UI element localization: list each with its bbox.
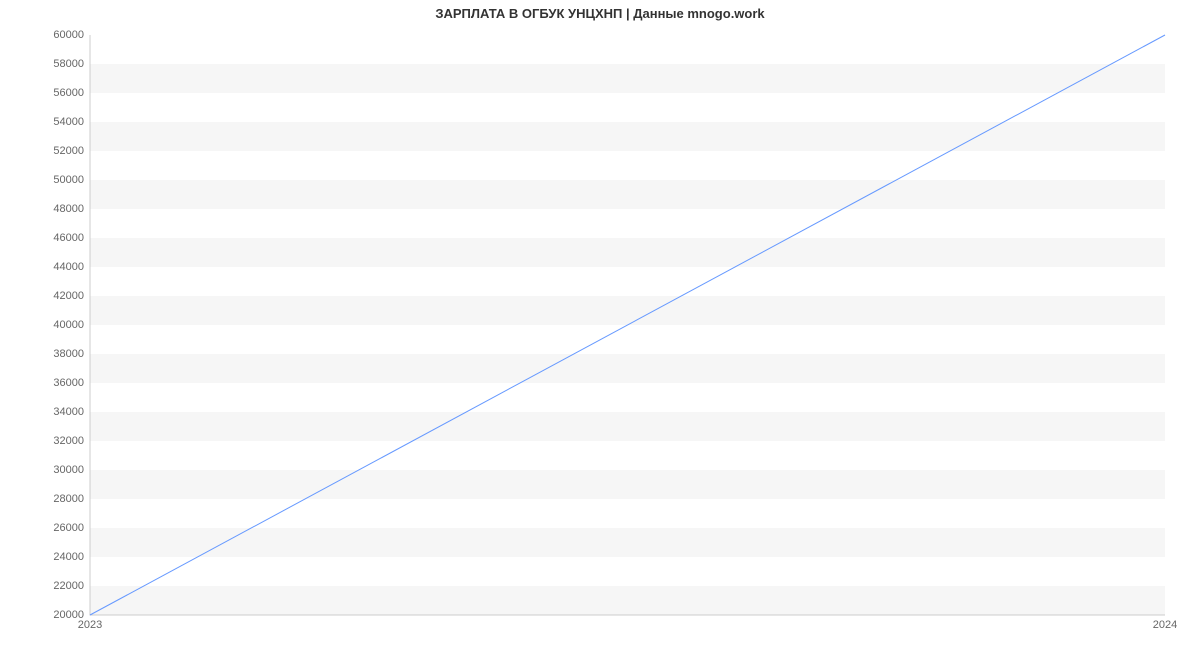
y-tick-label: 46000 bbox=[53, 232, 90, 244]
y-tick-label: 42000 bbox=[53, 290, 90, 302]
y-tick-label: 36000 bbox=[53, 377, 90, 389]
y-tick-label: 60000 bbox=[53, 29, 90, 41]
series-layer bbox=[90, 35, 1165, 615]
x-tick-label: 2023 bbox=[78, 615, 102, 631]
y-tick-label: 54000 bbox=[53, 116, 90, 128]
salary-chart: ЗАРПЛАТА В ОГБУК УНЦХНП | Данные mnogo.w… bbox=[0, 0, 1200, 650]
y-tick-label: 58000 bbox=[53, 58, 90, 70]
y-tick-label: 28000 bbox=[53, 493, 90, 505]
y-tick-label: 44000 bbox=[53, 261, 90, 273]
x-tick-label: 2024 bbox=[1153, 615, 1177, 631]
y-tick-label: 48000 bbox=[53, 203, 90, 215]
y-tick-label: 38000 bbox=[53, 348, 90, 360]
y-tick-label: 56000 bbox=[53, 87, 90, 99]
y-tick-label: 22000 bbox=[53, 580, 90, 592]
series-line-salary bbox=[90, 35, 1165, 615]
y-tick-label: 30000 bbox=[53, 464, 90, 476]
y-tick-label: 24000 bbox=[53, 551, 90, 563]
y-tick-label: 34000 bbox=[53, 406, 90, 418]
y-tick-label: 50000 bbox=[53, 174, 90, 186]
y-tick-label: 40000 bbox=[53, 319, 90, 331]
y-tick-label: 52000 bbox=[53, 145, 90, 157]
y-tick-label: 26000 bbox=[53, 522, 90, 534]
plot-area: 2000022000240002600028000300003200034000… bbox=[90, 35, 1165, 615]
y-tick-label: 32000 bbox=[53, 435, 90, 447]
chart-title: ЗАРПЛАТА В ОГБУК УНЦХНП | Данные mnogo.w… bbox=[0, 6, 1200, 21]
